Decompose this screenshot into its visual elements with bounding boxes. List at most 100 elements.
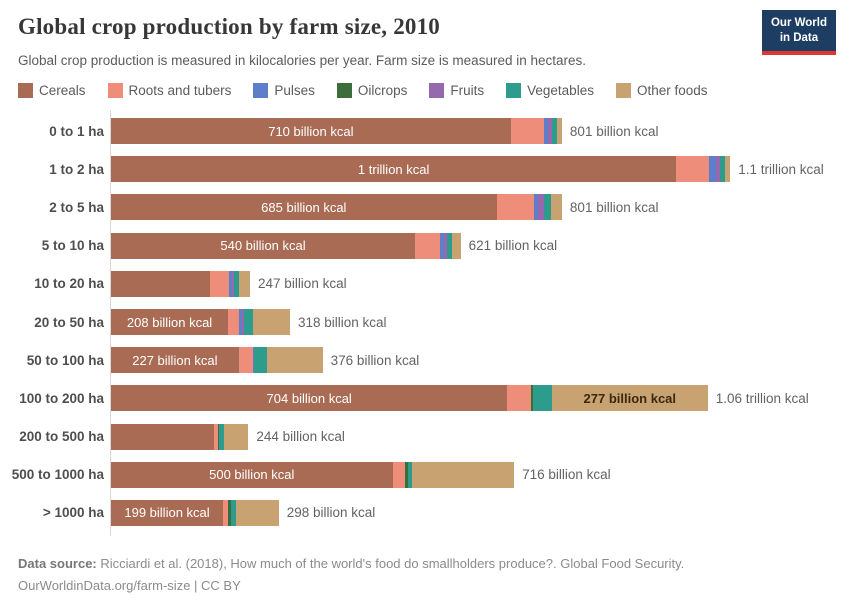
chart-row: 0 to 1 ha 710 billion kcal 801 billion kca… xyxy=(49,112,832,150)
stacked-bar: 704 billion kcal 277 billion kcal xyxy=(111,385,708,412)
bar-value-label: 540 billion kcal xyxy=(220,238,306,254)
bar-segment-fruits[interactable] xyxy=(547,118,552,145)
bar-segment-other-foods[interactable] xyxy=(412,461,515,488)
legend-item-other-foods[interactable]: Other foods xyxy=(615,83,708,98)
bar-segment-pulses[interactable] xyxy=(229,270,233,297)
data-source-line: Data source: Ricciardi et al. (2018), Ho… xyxy=(18,553,832,575)
bar-segment-oilcrops[interactable] xyxy=(228,499,231,526)
bar-segment-vegetables[interactable] xyxy=(719,156,725,183)
bar-segment-roots-and-tubers[interactable] xyxy=(238,347,253,374)
bar-segment-oilcrops[interactable] xyxy=(217,423,220,450)
bar-segment-pulses[interactable] xyxy=(239,309,243,336)
chart-row: 500 to 1000 ha 500 billion kcal 716 billio… xyxy=(12,456,832,494)
bar-segment-other-foods[interactable] xyxy=(551,194,562,221)
legend: Cereals Roots and tubers Pulses Oilcrops Fru… xyxy=(18,83,832,98)
chart-rows: 0 to 1 ha 710 billion kcal 801 billion kca… xyxy=(12,110,832,537)
category-label: 20 to 50 ha xyxy=(34,314,104,330)
chart-row: 200 to 500 ha 244 billion kcal xyxy=(19,418,832,456)
bar-segment-roots-and-tubers[interactable] xyxy=(496,194,534,221)
bar-segment-other-foods[interactable] xyxy=(724,156,731,183)
bar-segment-vegetables[interactable] xyxy=(230,499,236,526)
license-line: OurWorldinData.org/farm-size | CC BY xyxy=(18,578,241,594)
chart-row: 1 to 2 ha 1 trillion kcal 1.1 trillion kca… xyxy=(49,150,832,188)
legend-swatch xyxy=(107,83,123,98)
bar-segment-oilcrops[interactable] xyxy=(530,385,534,412)
footer: Data source: Ricciardi et al. (2018), Ho… xyxy=(18,553,832,597)
bar-segment-cereals[interactable] xyxy=(111,423,215,450)
bar-segment-roots-and-tubers[interactable] xyxy=(210,270,230,297)
bar-segment-vegetables[interactable] xyxy=(544,194,552,221)
bar-segment-roots-and-tubers[interactable] xyxy=(228,309,240,336)
bar-segment-other-foods[interactable] xyxy=(267,347,323,374)
stacked-bar: 500 billion kcal xyxy=(111,461,515,488)
category-label: 0 to 1 ha xyxy=(49,123,104,139)
bar-value-label: 227 billion kcal xyxy=(132,352,218,368)
bar-segment-fruits[interactable] xyxy=(232,270,235,297)
bar-segment-cereals[interactable]: 685 billion kcal xyxy=(111,194,497,221)
bar-segment-other-foods[interactable] xyxy=(252,309,290,336)
chart-row: 5 to 10 ha 540 billion kcal 621 billion kc… xyxy=(42,227,832,265)
legend-item-cereals[interactable]: Cereals xyxy=(18,83,86,98)
bar-segment-vegetables[interactable] xyxy=(243,309,253,336)
bar-segment-fruits[interactable] xyxy=(538,194,545,221)
bar-segment-cereals[interactable]: 199 billion kcal xyxy=(111,499,224,526)
bar-value-label: 704 billion kcal xyxy=(266,390,352,406)
bar-segment-cereals[interactable]: 227 billion kcal xyxy=(111,347,239,374)
legend-item-vegetables[interactable]: Vegetables xyxy=(506,83,594,98)
bar-segment-cereals[interactable]: 710 billion kcal xyxy=(111,118,511,145)
legend-item-pulses[interactable]: Pulses xyxy=(253,83,315,98)
bar-segment-roots-and-tubers[interactable] xyxy=(214,423,218,450)
bar-segment-roots-and-tubers[interactable] xyxy=(510,118,544,145)
bar-segment-fruits[interactable] xyxy=(715,156,720,183)
bar-segment-other-foods[interactable] xyxy=(556,118,562,145)
bar-segment-pulses[interactable] xyxy=(439,232,444,259)
legend-item-fruits[interactable]: Fruits xyxy=(429,83,484,98)
bar-segment-vegetables[interactable] xyxy=(551,118,557,145)
bar-segment-roots-and-tubers[interactable] xyxy=(415,232,440,259)
bar-segment-cereals[interactable]: 500 billion kcal xyxy=(111,461,393,488)
legend-label: Pulses xyxy=(274,83,315,98)
bar-segment-fruits[interactable] xyxy=(443,232,447,259)
category-label: 1 to 2 ha xyxy=(49,161,104,177)
bar-segment-vegetables[interactable] xyxy=(219,423,224,450)
bar-segment-vegetables[interactable] xyxy=(533,385,552,412)
stacked-bar: 227 billion kcal xyxy=(111,347,323,374)
bar-segment-cereals[interactable]: 1 trillion kcal xyxy=(111,156,677,183)
bar-segment-other-foods[interactable] xyxy=(223,423,249,450)
bar-segment-cereals[interactable]: 208 billion kcal xyxy=(111,309,229,336)
category-label: 2 to 5 ha xyxy=(49,199,104,215)
bar-segment-pulses[interactable] xyxy=(252,347,254,374)
bar-segment-vegetables[interactable] xyxy=(253,347,268,374)
chart-row: 100 to 200 ha 704 billion kcal 277 billion… xyxy=(19,379,832,417)
bar-segment-pulses[interactable] xyxy=(533,194,539,221)
bar-segment-vegetables[interactable] xyxy=(407,461,413,488)
bar-segment-pulses[interactable] xyxy=(543,118,548,145)
bar-segment-roots-and-tubers[interactable] xyxy=(223,499,229,526)
bar-segment-other-foods[interactable] xyxy=(235,499,279,526)
bar-segment-cereals[interactable]: 704 billion kcal xyxy=(111,385,508,412)
bar-segment-fruits[interactable] xyxy=(242,309,244,336)
owid-logo-line2: in Data xyxy=(779,31,819,44)
bar-segment-vegetables[interactable] xyxy=(234,270,239,297)
bar-segment-roots-and-tubers[interactable] xyxy=(392,461,406,488)
category-label: 100 to 200 ha xyxy=(19,390,104,406)
bar-segment-cereals[interactable] xyxy=(111,270,211,297)
bar-segment-oilcrops[interactable] xyxy=(405,461,408,488)
legend-item-oilcrops[interactable]: Oilcrops xyxy=(336,83,407,98)
bar-segment-roots-and-tubers[interactable] xyxy=(676,156,710,183)
legend-item-roots-and-tubers[interactable]: Roots and tubers xyxy=(107,83,231,98)
chart-row: 10 to 20 ha 247 billion kcal xyxy=(34,265,832,303)
legend-label: Fruits xyxy=(450,83,485,98)
bar-segment-other-foods[interactable] xyxy=(238,270,251,297)
bar-segment-vegetables[interactable] xyxy=(446,232,453,259)
owid-logo[interactable]: Our World in Data xyxy=(761,10,836,55)
bar-total-label: 716 billion kcal xyxy=(522,467,611,483)
stacked-bar: 710 billion kcal xyxy=(111,118,562,145)
bar-value-label: 500 billion kcal xyxy=(209,467,295,483)
bar-segment-other-foods[interactable]: 277 billion kcal xyxy=(551,385,708,412)
bar-segment-pulses[interactable] xyxy=(709,156,716,183)
bar-segment-roots-and-tubers[interactable] xyxy=(507,385,531,412)
bar-segment-cereals[interactable]: 540 billion kcal xyxy=(111,232,416,259)
bar-segment-other-foods[interactable] xyxy=(452,232,461,259)
